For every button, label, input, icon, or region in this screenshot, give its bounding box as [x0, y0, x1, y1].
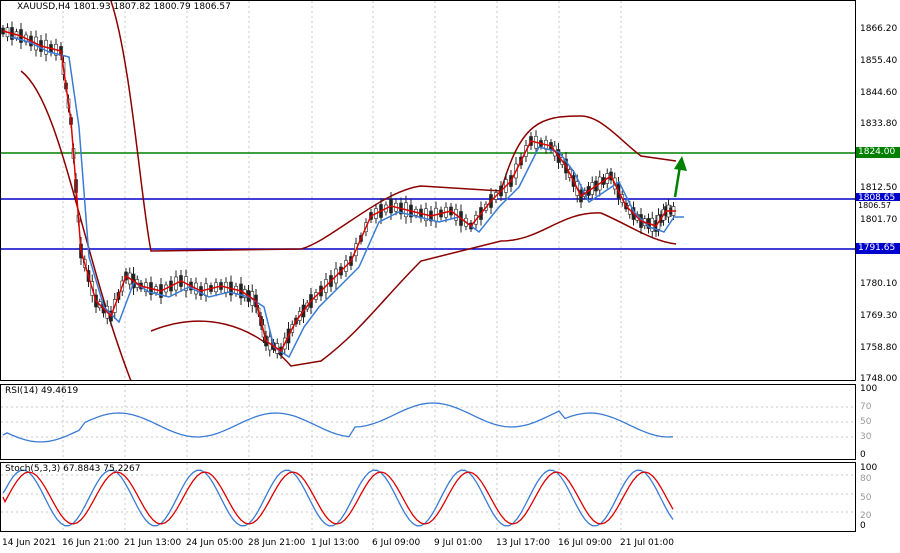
rsi-axis-label: 50	[860, 417, 872, 427]
up-arrow	[673, 165, 682, 198]
rsi-title: RSI(14) 49.4619	[5, 386, 79, 396]
stoch-title: Stoch(5,3,3) 67.8843 75.2267	[5, 464, 141, 474]
rsi-axis-label: 0	[860, 450, 866, 460]
upper-band	[110, 1, 677, 252]
time-label: 6 Jul 09:00	[372, 538, 421, 548]
price-label: 1801.70	[860, 215, 898, 225]
symbol-title: XAUUSD,H4 1801.93 1807.82 1800.79 1806.5…	[17, 2, 231, 12]
main-chart-pane[interactable]: XAUUSD,H4 1801.93 1807.82 1800.79 1806.5…	[0, 0, 856, 381]
rsi-pane[interactable]: RSI(14) 49.4619	[0, 384, 856, 460]
stoch-axis-label: 50	[860, 493, 872, 503]
time-label: 21 Jul 01:00	[620, 538, 674, 548]
rsi-axis-label: 70	[860, 402, 872, 412]
level-tag-green: 1824.00	[856, 147, 900, 158]
stoch-chart	[1, 463, 855, 531]
rsi-chart	[1, 385, 855, 459]
lower-band	[20, 70, 677, 380]
stoch-axis-label: 20	[860, 511, 872, 521]
time-label: 13 Jul 17:00	[496, 538, 550, 548]
rsi-scale: 100 70 50 30 0	[856, 384, 900, 460]
time-label: 16 Jul 09:00	[558, 538, 612, 548]
stoch-axis-label: 80	[860, 474, 872, 484]
rsi-axis-label: 100	[860, 384, 878, 394]
price-label: 1769.30	[860, 311, 898, 321]
current-price-tag: 1806.57	[856, 201, 900, 210]
level-tag-blue-lower: 1791.65	[856, 243, 900, 254]
rsi-axis-label: 30	[860, 432, 872, 442]
time-label: 24 Jun 05:00	[186, 538, 244, 548]
stoch-axis-label: 100	[860, 463, 878, 473]
fast-ma-line	[2, 30, 676, 353]
price-label: 1855.40	[860, 56, 898, 66]
stoch-scale: 100 80 50 20 0	[856, 462, 900, 532]
price-scale[interactable]: 1866.20 1855.40 1844.60 1833.80 1812.50 …	[856, 0, 900, 384]
rsi-line	[2, 402, 674, 443]
time-label: 28 Jun 21:00	[248, 538, 306, 548]
stoch-axis-label: 0	[860, 521, 866, 531]
stoch-main-line	[2, 469, 674, 527]
stoch-signal-line	[2, 471, 674, 525]
up-arrow-head	[674, 156, 687, 171]
price-label: 1758.80	[860, 343, 898, 353]
time-label: 21 Jun 13:00	[124, 538, 182, 548]
time-label: 14 Jun 2021	[2, 538, 57, 548]
price-label: 1833.80	[860, 119, 898, 129]
price-label: 1812.50	[860, 183, 898, 193]
price-label: 1844.60	[860, 88, 898, 98]
slow-ma-line	[10, 36, 684, 359]
time-label: 1 Jul 13:00	[311, 538, 360, 548]
price-chart	[1, 1, 855, 380]
time-label: 9 Jul 01:00	[434, 538, 483, 548]
level-tag-blue-upper: 1808.65	[856, 193, 900, 204]
price-label: 1866.20	[860, 24, 898, 34]
time-label: 16 Jun 21:00	[62, 538, 120, 548]
stoch-pane[interactable]: Stoch(5,3,3) 67.8843 75.2267	[0, 462, 856, 532]
price-label: 1748.00	[860, 374, 898, 384]
price-label: 1780.10	[860, 279, 898, 289]
